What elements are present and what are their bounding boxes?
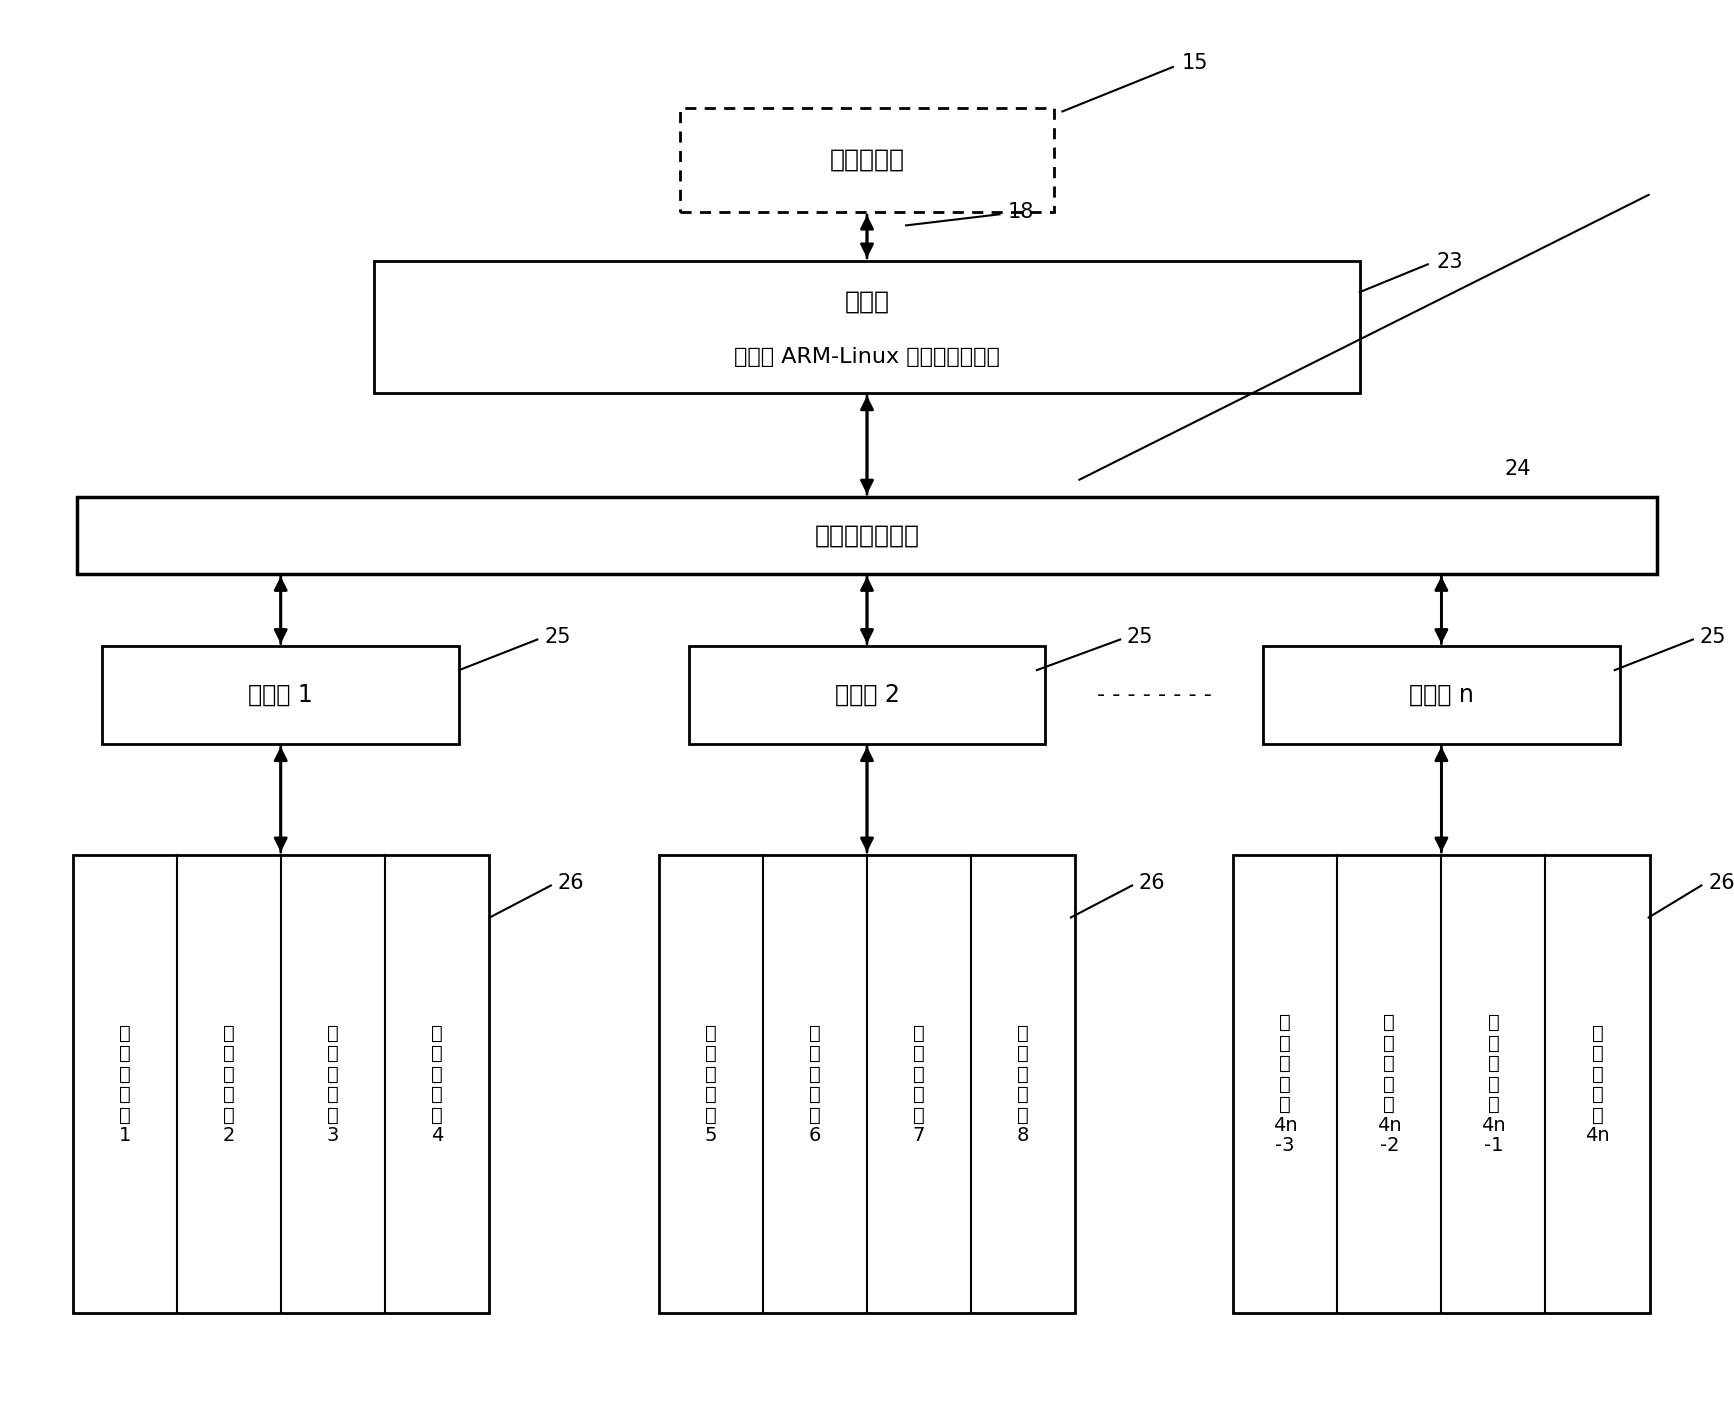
Bar bbox=[659, 855, 1075, 1313]
Text: 功
率
驱
动
器
3: 功 率 驱 动 器 3 bbox=[326, 1024, 338, 1144]
Text: 下位机 2: 下位机 2 bbox=[834, 683, 900, 708]
Text: 25: 25 bbox=[544, 627, 570, 647]
Text: 上位机: 上位机 bbox=[844, 289, 890, 313]
Text: 15: 15 bbox=[1181, 52, 1209, 72]
Text: 功
率
驱
动
器
4n
-1: 功 率 驱 动 器 4n -1 bbox=[1481, 1014, 1505, 1156]
Text: 26: 26 bbox=[1708, 872, 1734, 893]
Text: 功
率
驱
动
器
7: 功 率 驱 动 器 7 bbox=[912, 1024, 926, 1144]
Text: 功
率
驱
动
器
4n
-3: 功 率 驱 动 器 4n -3 bbox=[1273, 1014, 1297, 1156]
Text: 功
率
驱
动
器
6: 功 率 驱 动 器 6 bbox=[808, 1024, 822, 1144]
Text: 功
率
驱
动
器
5: 功 率 驱 动 器 5 bbox=[704, 1024, 718, 1144]
Text: 功
率
驱
动
器
2: 功 率 驱 动 器 2 bbox=[222, 1024, 234, 1144]
Bar bbox=[1233, 855, 1649, 1313]
Text: 24: 24 bbox=[1505, 458, 1531, 479]
Text: 下位机 n: 下位机 n bbox=[1410, 683, 1474, 708]
Text: 23: 23 bbox=[1436, 251, 1463, 271]
Bar bbox=[76, 498, 1658, 573]
Text: 功
率
驱
动
器
1: 功 率 驱 动 器 1 bbox=[118, 1024, 130, 1144]
Text: 功
率
驱
动
器
4n
-2: 功 率 驱 动 器 4n -2 bbox=[1377, 1014, 1401, 1156]
Bar bbox=[680, 108, 1054, 213]
Bar bbox=[375, 261, 1359, 393]
Text: 26: 26 bbox=[558, 872, 584, 893]
Text: 25: 25 bbox=[1127, 627, 1153, 647]
Bar bbox=[688, 647, 1046, 743]
Text: 25: 25 bbox=[1699, 627, 1725, 647]
Bar bbox=[1262, 647, 1620, 743]
Text: 功
率
驱
动
器
8: 功 率 驱 动 器 8 bbox=[1016, 1024, 1030, 1144]
Text: - - - - - - - -: - - - - - - - - bbox=[1096, 685, 1212, 705]
Text: 自定义内部总线: 自定义内部总线 bbox=[815, 523, 919, 547]
Text: 18: 18 bbox=[1007, 201, 1035, 221]
Text: 功
率
驱
动
器
4n: 功 率 驱 动 器 4n bbox=[1585, 1024, 1609, 1144]
Text: 下位机 1: 下位机 1 bbox=[248, 683, 314, 708]
Text: 26: 26 bbox=[1139, 872, 1165, 893]
Text: 主控计算机: 主控计算机 bbox=[829, 147, 905, 172]
Bar bbox=[73, 855, 489, 1313]
Bar bbox=[102, 647, 460, 743]
Text: （基于 ARM-Linux 的嵌入式系统）: （基于 ARM-Linux 的嵌入式系统） bbox=[733, 347, 1001, 367]
Text: 功
率
驱
动
器
4: 功 率 驱 动 器 4 bbox=[430, 1024, 444, 1144]
